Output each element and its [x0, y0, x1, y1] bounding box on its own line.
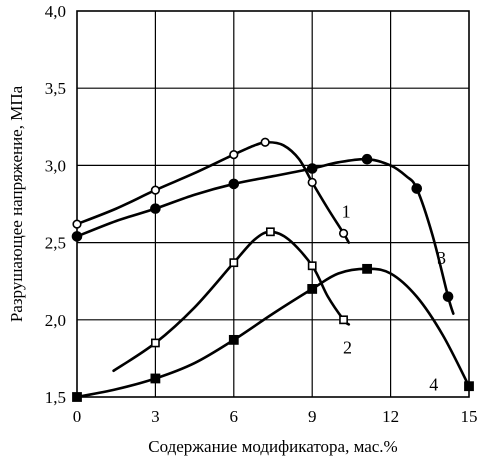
data-point-series-2 [151, 338, 160, 348]
curve-label-4: 4 [429, 375, 438, 395]
data-point-series-2 [265, 227, 275, 237]
data-point-series-3 [411, 183, 423, 194]
x-tick-labels: 0 3 6 9 12 15 [73, 407, 478, 426]
x-tick-label: 6 [230, 407, 239, 426]
series-line-2 [112, 230, 351, 373]
y-tick-label: 3,0 [45, 156, 66, 175]
y-axis-label: Разрушающее напряжение, МПа [7, 85, 26, 322]
curve-label-1: 1 [342, 202, 351, 222]
data-point-series-1 [338, 228, 349, 238]
data-point-series-3 [361, 153, 373, 165]
data-point-series-3 [71, 231, 83, 242]
y-tick-label: 4,0 [45, 2, 66, 21]
data-point-series-2 [229, 258, 239, 268]
data-point-series-1 [150, 185, 160, 195]
data-point-series-1 [72, 219, 82, 229]
data-point-series-4 [464, 381, 474, 392]
grid [77, 11, 469, 397]
data-point-series-4 [228, 334, 239, 345]
data-point-series-3 [228, 178, 240, 190]
y-tick-label: 2,5 [45, 234, 66, 253]
data-point-series-1 [307, 177, 317, 187]
series-markers [71, 137, 474, 402]
data-point-series-1 [229, 149, 239, 160]
x-tick-label: 15 [461, 407, 478, 426]
curve-label-2: 2 [343, 338, 352, 358]
data-point-series-1 [260, 137, 270, 147]
series-line-4 [75, 267, 471, 399]
x-tick-label: 3 [151, 407, 160, 426]
curve-label-3: 3 [437, 248, 446, 268]
series-line-3 [75, 157, 455, 315]
y-tick-labels: 1,5 2,0 2,5 3,0 3,5 4,0 [45, 2, 66, 407]
data-point-series-4 [362, 263, 372, 274]
data-point-series-4 [307, 284, 318, 294]
data-point-series-4 [150, 373, 161, 384]
y-tick-label: 3,5 [45, 79, 66, 98]
x-tick-label: 12 [382, 407, 399, 426]
series-line-1 [75, 140, 351, 244]
data-point-series-3 [442, 291, 454, 302]
y-tick-label: 1,5 [45, 388, 66, 407]
y-tick-label: 2,0 [45, 311, 66, 330]
x-tick-label: 9 [308, 407, 317, 426]
data-point-series-2 [307, 261, 317, 271]
data-point-series-4 [72, 392, 82, 402]
data-point-series-2 [339, 315, 348, 325]
plot-frame [76, 10, 470, 398]
x-tick-label: 0 [73, 407, 82, 426]
data-point-series-3 [150, 203, 161, 214]
data-point-series-3 [306, 163, 318, 174]
x-axis-label: Содержание модификатора, мас.% [148, 437, 397, 456]
curve-labels: 1 2 3 4 [342, 202, 446, 395]
series-lines [75, 140, 471, 399]
